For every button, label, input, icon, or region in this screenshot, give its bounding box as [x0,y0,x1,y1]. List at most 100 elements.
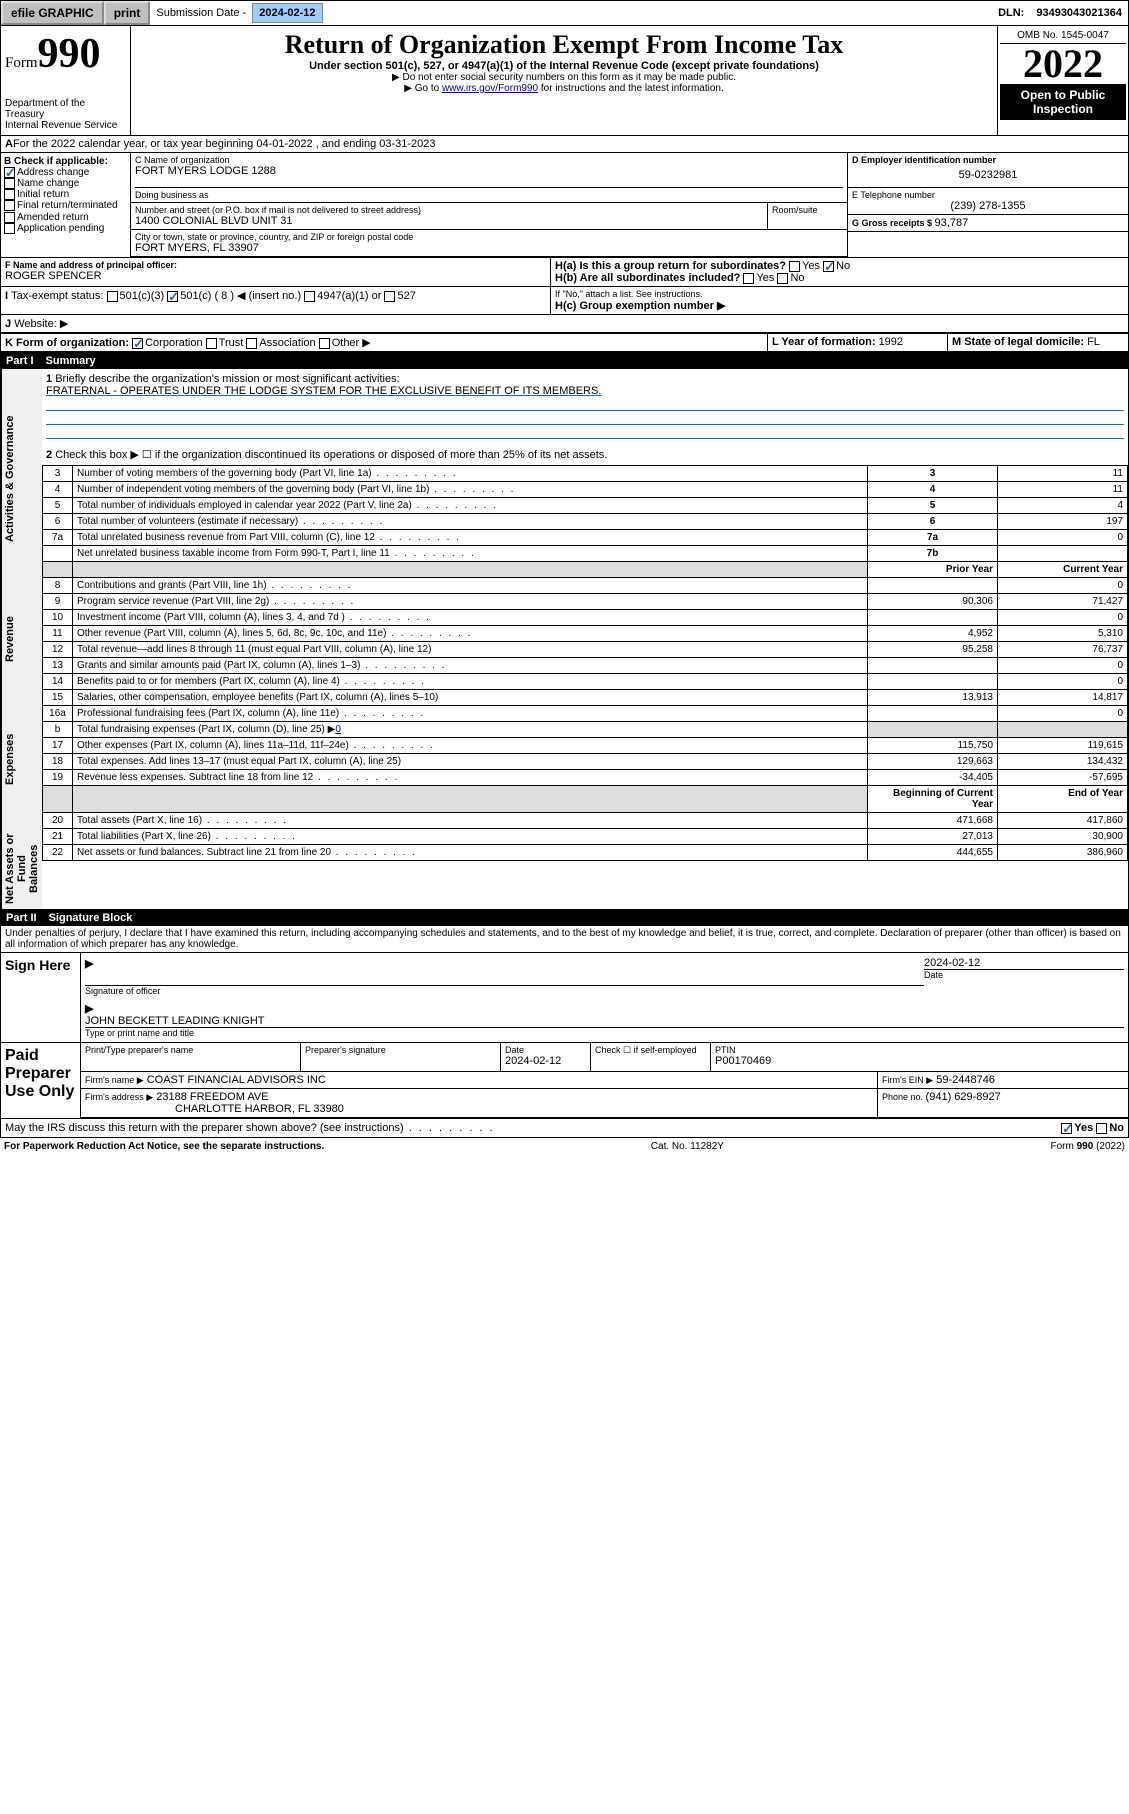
i-527[interactable] [384,291,395,302]
part1-header: Part I Summary [0,353,1129,369]
b6-label: Application pending [17,223,104,234]
part2-num: Part II [6,912,37,924]
form-title: Return of Organization Exempt From Incom… [135,30,993,60]
part2-header: Part II Signature Block [0,910,1129,926]
ha-label: H(a) Is this a group return for subordin… [555,260,786,272]
b-label: B Check if applicable: [4,156,127,167]
side-exp: Expenses [1,689,42,829]
subtitle-1: Under section 501(c), 527, or 4947(a)(1)… [135,60,993,72]
firm-addr1: 23188 FREEDOM AVE [156,1091,268,1103]
part1-body: Activities & Governance Revenue Expenses… [0,369,1129,910]
hb-no[interactable] [777,273,788,284]
b5-label: Amended return [17,212,89,223]
name-title-label: Type or print name and title [85,1028,1124,1038]
sig-date-val: 2024-02-12 [924,957,1124,969]
firm-ein: 59-2448746 [936,1074,995,1086]
ptin-label: PTIN [715,1045,1124,1055]
goto-pre: ▶ Go to [404,83,442,94]
org-name: FORT MYERS LODGE 1288 [135,165,843,177]
city-label: City or town, state or province, country… [135,232,843,242]
check-initial[interactable] [4,189,15,200]
footer: For Paperwork Reduction Act Notice, see … [0,1138,1129,1155]
check-final[interactable] [4,200,15,211]
sig-date-label: Date [924,969,1124,980]
section-i: I Tax-exempt status: 501(c)(3) 501(c) ( … [0,287,1129,315]
k-label: K Form of organization: [5,337,129,349]
d-label: D Employer identification number [852,155,1124,165]
line2-text: Check this box ▶ ☐ if the organization d… [55,449,607,461]
l-label: L Year of formation: [772,336,879,348]
discuss-row: May the IRS discuss this return with the… [0,1119,1129,1138]
k-trust[interactable] [206,338,217,349]
l-value: 1992 [879,336,903,348]
f-label: F Name and address of principal officer: [5,260,546,270]
officer-name: ROGER SPENCER [5,270,546,282]
tax-year: 2022 [1000,44,1126,84]
firm-phone: (941) 629-8927 [926,1091,1001,1103]
sign-here-block: Sign Here ▶ Signature of officer 2024-02… [0,953,1129,1043]
firm-name: COAST FINANCIAL ADVISORS INC [147,1074,326,1086]
firm-addr-label: Firm's address ▶ [85,1092,153,1102]
m-value: FL [1087,336,1100,348]
firm-addr2: CHARLOTTE HARBOR, FL 33980 [85,1103,873,1115]
city-value: FORT MYERS, FL 33907 [135,242,843,254]
declaration: Under penalties of perjury, I declare th… [0,926,1129,953]
gross-receipts: 93,787 [935,217,969,229]
topbar: efile GRAPHIC print Submission Date - 20… [0,0,1129,26]
ptin-value: P00170469 [715,1055,1124,1067]
check-name-change[interactable] [4,178,15,189]
hb-label: H(b) Are all subordinates included? [555,272,740,284]
paid-preparer-block: Paid Preparer Use Only Print/Type prepar… [0,1043,1129,1119]
i-501c3[interactable] [107,291,118,302]
phone-value: (239) 278-1355 [852,200,1124,212]
section-j: J Website: ▶ [0,315,1129,334]
part1-num: Part I [6,355,34,367]
discuss-yes[interactable] [1061,1123,1072,1134]
b2-label: Name change [17,178,79,189]
sig-officer-label: Signature of officer [85,986,924,996]
form-number: 990 [38,31,101,77]
instruction-1: ▶ Do not enter social security numbers o… [135,72,993,83]
i-501c[interactable] [167,291,178,302]
ha-yes[interactable] [789,261,800,272]
subdate-label: Submission Date - [150,4,252,22]
paid-label: Paid Preparer Use Only [1,1043,81,1118]
self-emp-check[interactable]: Check ☐ if self-employed [595,1045,706,1056]
check-address-change[interactable] [4,167,15,178]
dept-label: Department of the Treasury [5,98,126,120]
part2-title: Signature Block [49,912,133,924]
section-fh: F Name and address of principal officer:… [0,258,1129,287]
hb-yes[interactable] [743,273,754,284]
hb-note: If "No," attach a list. See instructions… [555,289,1124,299]
check-pending[interactable] [4,223,15,234]
discuss-no[interactable] [1096,1123,1107,1134]
efile-btn[interactable]: efile GRAPHIC [1,1,104,25]
dba-label: Doing business as [135,187,843,200]
irs-link[interactable]: www.irs.gov/Form990 [442,83,538,94]
k-assoc[interactable] [246,338,257,349]
firm-phone-label: Phone no. [882,1092,926,1102]
k-other[interactable] [319,338,330,349]
b1-label: Address change [17,167,89,178]
ha-no[interactable] [823,261,834,272]
dln-value: 93493043021364 [1030,4,1128,22]
subdate-value: 2024-02-12 [252,3,322,23]
room-label: Room/suite [772,205,843,215]
b4-label: Final return/terminated [17,201,118,212]
mission-label: Briefly describe the organization's miss… [55,373,399,385]
sign-here-label: Sign Here [1,953,81,1042]
print-btn[interactable]: print [104,1,151,25]
m-label: M State of legal domicile: [952,336,1087,348]
form-header: Form990 Department of the Treasury Inter… [0,26,1129,136]
part1-title: Summary [46,355,96,367]
i-4947[interactable] [304,291,315,302]
check-amended[interactable] [4,212,15,223]
dln-label: DLN: [992,4,1030,22]
k-corp[interactable] [132,338,143,349]
prep-date: 2024-02-12 [505,1055,586,1067]
prep-sig-label: Preparer's signature [305,1045,496,1055]
form-label: Form [5,55,38,71]
footer-left: For Paperwork Reduction Act Notice, see … [4,1141,324,1152]
hc-label: H(c) Group exemption number ▶ [555,299,1124,312]
mission-text: FRATERNAL - OPERATES UNDER THE LODGE SYS… [46,385,1124,397]
